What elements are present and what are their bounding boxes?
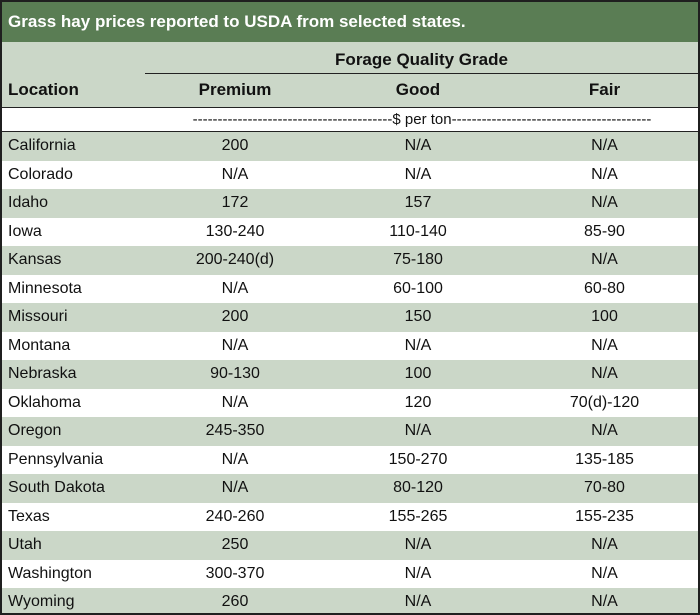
cell-location: Wyoming [8, 593, 75, 610]
cell-premium: 200 [221, 308, 249, 325]
cell-premium: 90-130 [210, 365, 260, 382]
cell-fair: 60-80 [584, 279, 625, 297]
table-row: South Dakota N/A 80-120 70-80 [2, 474, 698, 503]
cell-good: 75-180 [393, 251, 443, 268]
table-row: Oregon 245-350 N/A N/A [2, 417, 698, 446]
cell-premium: 300-370 [205, 564, 265, 582]
group-header-rule [145, 73, 698, 74]
cell-location: Pennsylvania [8, 450, 104, 468]
cell-premium: N/A [221, 279, 249, 297]
forage-quality-grade-header: Forage Quality Grade [335, 50, 508, 69]
cell-location: Oregon [8, 422, 62, 439]
table-row: Wyoming 260 N/A N/A [2, 588, 698, 613]
cell-location: Montana [8, 336, 71, 354]
cell-premium: 245-350 [205, 422, 265, 439]
table-title: Grass hay prices reported to USDA from s… [2, 2, 698, 42]
table-row: Minnesota N/A 60-100 60-80 [2, 274, 698, 303]
cell-good: 80-120 [393, 479, 443, 496]
cell-fair: 100 [591, 308, 618, 325]
cell-good: N/A [404, 137, 432, 154]
table-row: Colorado N/A N/A N/A [2, 160, 698, 189]
cell-good: 60-100 [393, 279, 443, 297]
cell-good: 120 [404, 393, 432, 411]
cell-premium: N/A [221, 479, 249, 496]
cell-premium: N/A [221, 450, 249, 468]
cell-premium: N/A [221, 393, 249, 411]
table-row: Oklahoma N/A 120 70(d)-120 [2, 388, 698, 417]
table-row: Idaho 172 157 N/A [2, 189, 698, 218]
cell-fair: 70-80 [584, 479, 625, 496]
cell-fair: N/A [591, 365, 618, 382]
table-row: Kansas 200-240(d) 75-180 N/A [2, 246, 698, 275]
table-row: Washington 300-370 N/A N/A [2, 559, 698, 588]
cell-premium: N/A [221, 165, 249, 183]
table-row: Iowa 130-240 110-140 85-90 [2, 217, 698, 246]
cell-location: Oklahoma [8, 393, 81, 411]
cell-fair: N/A [591, 194, 618, 211]
cell-fair: 85-90 [584, 222, 625, 240]
cell-fair: N/A [591, 593, 618, 610]
cell-location: Colorado [8, 165, 73, 183]
cell-premium: 260 [221, 593, 249, 610]
cell-location: Idaho [8, 194, 49, 211]
cell-fair: N/A [591, 165, 618, 183]
column-header-fair: Fair [588, 80, 621, 99]
table-header: Forage Quality Grade Location Premium Go… [2, 42, 698, 132]
cell-premium: 200-240(d) [195, 251, 275, 268]
cell-premium: 250 [221, 536, 249, 553]
units-label: ----------------------------------------… [192, 111, 652, 128]
column-header-premium: Premium [198, 80, 272, 99]
table-row: Nebraska 90-130 100 N/A [2, 360, 698, 389]
cell-good: N/A [404, 536, 432, 553]
cell-good: 157 [404, 194, 432, 211]
cell-good: 110-140 [389, 222, 447, 240]
cell-good: 100 [404, 365, 432, 382]
cell-fair: N/A [591, 336, 618, 354]
cell-fair: N/A [591, 137, 618, 154]
table-row: California 200 N/A N/A [2, 132, 698, 161]
table-row: Montana N/A N/A N/A [2, 331, 698, 360]
cell-fair: 135-185 [575, 450, 634, 468]
cell-fair: 70(d)-120 [569, 393, 640, 411]
cell-good: N/A [404, 564, 432, 582]
column-header-good: Good [395, 80, 441, 99]
cell-good: N/A [404, 593, 432, 610]
cell-location: Iowa [8, 222, 42, 240]
table-row: Pennsylvania N/A 150-270 135-185 [2, 445, 698, 474]
cell-fair: 155-235 [575, 507, 634, 525]
cell-premium: 200 [221, 137, 249, 154]
cell-good: 150 [404, 308, 432, 325]
cell-fair: N/A [591, 536, 618, 553]
cell-fair: N/A [591, 251, 618, 268]
cell-good: N/A [404, 165, 432, 183]
cell-premium: 130-240 [205, 222, 265, 240]
cell-location: Nebraska [8, 365, 77, 382]
cell-premium: N/A [221, 336, 249, 354]
cell-location: South Dakota [8, 479, 105, 496]
table-body: California 200 N/A N/A Colorado N/A N/A N/A Idah… [2, 132, 698, 613]
units-row: ----------------------------------------… [2, 108, 698, 132]
cell-location: Utah [8, 536, 42, 553]
column-header-location: Location [8, 80, 79, 99]
cell-location: Kansas [8, 251, 62, 268]
cell-good: N/A [404, 336, 432, 354]
table-row: Utah 250 N/A N/A [2, 531, 698, 560]
cell-location: Missouri [8, 308, 68, 325]
cell-premium: 240-260 [205, 507, 265, 525]
cell-good: 155-265 [388, 507, 448, 525]
units-rule [2, 131, 698, 132]
cell-location: Minnesota [8, 279, 82, 297]
cell-fair: N/A [591, 422, 618, 439]
cell-location: Texas [8, 507, 50, 525]
header-rule [2, 107, 698, 108]
cell-premium: 172 [221, 194, 249, 211]
cell-location: California [8, 137, 76, 154]
cell-location: Washington [8, 564, 92, 582]
cell-good: N/A [404, 422, 432, 439]
cell-fair: N/A [591, 564, 618, 582]
table-row: Texas 240-260 155-265 155-235 [2, 502, 698, 531]
cell-good: 150-270 [388, 450, 448, 468]
table-row: Missouri 200 150 100 [2, 303, 698, 332]
